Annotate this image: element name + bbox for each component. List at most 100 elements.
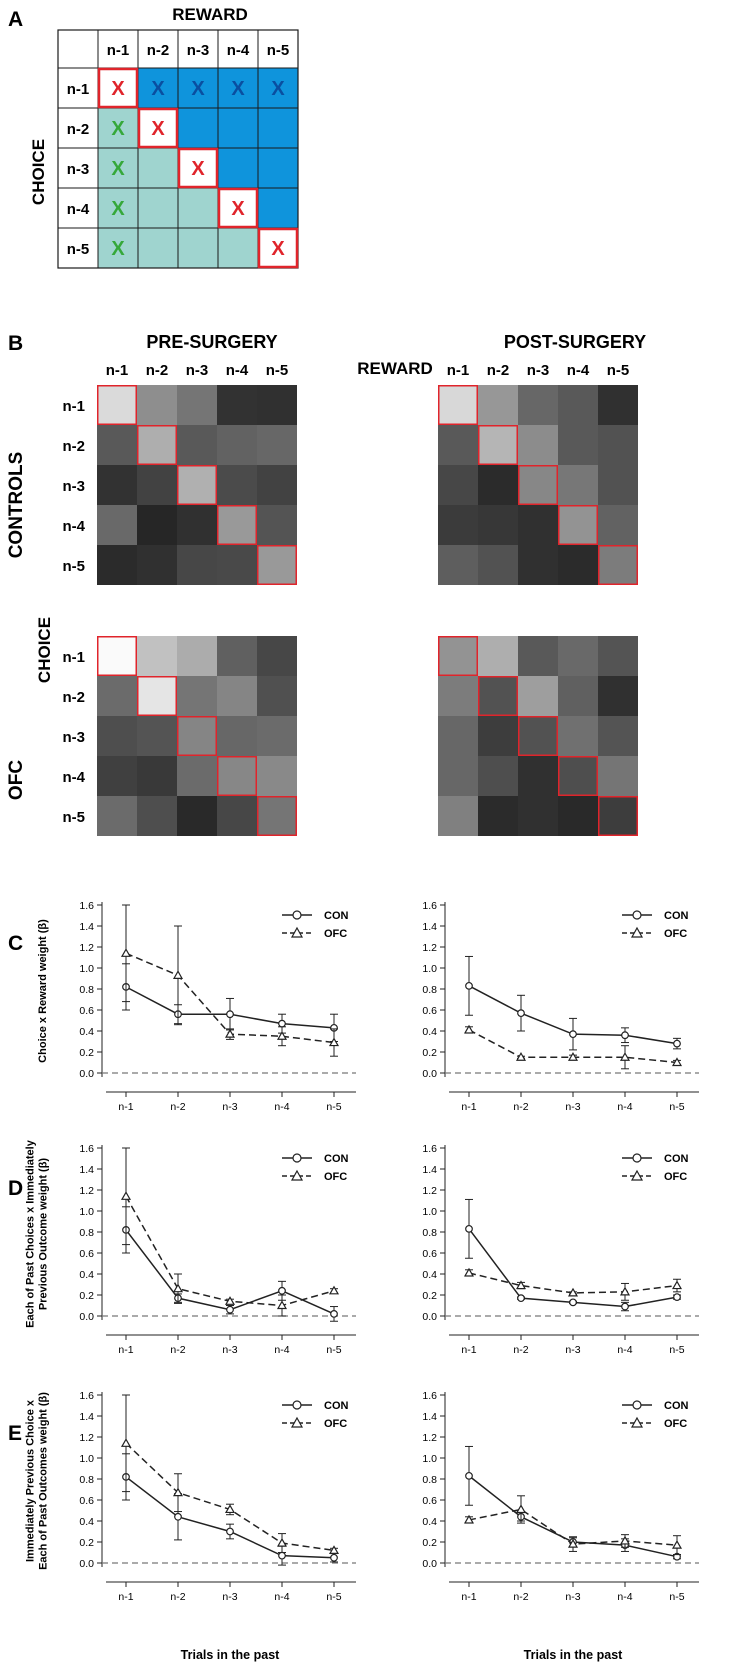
matrix-diagonal-outline (217, 187, 259, 229)
heatmap-cell (97, 505, 137, 545)
heatmap-cell (217, 636, 257, 676)
x-tick-label: n-2 (170, 1344, 185, 1356)
heatmap-diagonal-outline (478, 676, 518, 716)
legend-marker-ofc (290, 1169, 304, 1181)
matrix-row-label: n-3 (67, 161, 90, 178)
y-axis-title: Each of Past Choices x Immediately (25, 1139, 37, 1328)
x-tick-label: n-3 (222, 1344, 237, 1356)
matrix-cell (257, 107, 299, 149)
line-chart-d-pre: 0.0 0.2 0.4 0.6 0.8 1.0 1.2 1.4 1.6 n-1 n-2 n-3 n-4 n… (25, 1139, 356, 1356)
heatmap-diagonal-outline (257, 545, 297, 585)
series-line-ofc (125, 1195, 335, 1307)
heatmap-cell (478, 505, 518, 545)
heatmap-cell (518, 756, 558, 796)
matrix-x-mark: X (111, 198, 125, 220)
matrix-x-mark: X (191, 158, 205, 180)
legend-label-ofc: OFC (324, 1418, 347, 1430)
matrix-cell (257, 187, 299, 229)
y-tick-label: 0.4 (422, 1026, 437, 1038)
panel-letter-a: A (8, 8, 23, 31)
data-point-con (465, 1471, 473, 1480)
heatmap-cell (598, 545, 638, 585)
matrix-row-label: n-5 (67, 241, 90, 258)
heatmap-diagonal-outline (177, 716, 217, 756)
data-point-ofc (328, 1037, 340, 1047)
x-tick-label: n-5 (669, 1591, 684, 1603)
y-tick-label: 0.0 (79, 1068, 94, 1080)
matrix-col-label: n-4 (227, 42, 250, 59)
x-tick-label: n-5 (326, 1101, 341, 1113)
x-axis-title: Trials in the past (524, 1648, 623, 1662)
heatmap-diagonal-outline (217, 505, 257, 545)
heatmap-cell (217, 716, 257, 756)
matrix-x-mark: X (111, 238, 125, 260)
legend-label-ofc: OFC (324, 928, 347, 940)
heatmap-row-label: n-5 (63, 558, 86, 575)
legend-marker-ofc (630, 1169, 644, 1181)
legend-label-con: CON (324, 1153, 349, 1165)
heatmap-cell (257, 636, 297, 676)
heatmap-cell (97, 465, 137, 505)
x-tick-label: n-4 (617, 1101, 632, 1113)
data-point-con (330, 1309, 338, 1318)
y-tick-label: 0.8 (79, 1227, 94, 1239)
heatmap-diagonal-outline (558, 505, 598, 545)
heatmap-cell (137, 756, 177, 796)
y-tick-label: 1.2 (422, 1185, 437, 1197)
heatmap-cell (257, 465, 297, 505)
heatmap-cell (177, 756, 217, 796)
matrix-diagonal-outline (177, 147, 219, 189)
heatmap-cell (478, 676, 518, 716)
y-tick-label: 1.6 (79, 1390, 94, 1402)
heatmap-col-label: n-1 (447, 362, 470, 379)
heatmap-cell (177, 545, 217, 585)
data-point-ofc (120, 1191, 132, 1200)
y-tick-label: 0.4 (79, 1269, 94, 1281)
panel-b-reward-label: REWARD (357, 359, 433, 378)
heatmap-cell (137, 545, 177, 585)
y-tick-label: 0.6 (422, 1495, 437, 1507)
heatmap-cell (217, 465, 257, 505)
y-tick-label: 0.6 (422, 1005, 437, 1017)
heatmap-diagonal-outline (137, 425, 177, 465)
legend-marker-con (632, 1400, 642, 1410)
heatmap-cell (558, 716, 598, 756)
matrix-x-mark: X (111, 158, 125, 180)
x-tick-label: n-5 (669, 1101, 684, 1113)
line-chart-d-post: 0.0 0.2 0.4 0.6 0.8 1.0 1.2 1.4 1.6 n-1 n-2 n-3 n-4 n… (422, 1143, 699, 1356)
ofc-row-title: OFC (6, 760, 27, 800)
panel-a-reward-label: REWARD (172, 5, 248, 24)
heatmap-cell (137, 716, 177, 756)
data-point-ofc (463, 1514, 475, 1524)
line-chart-e-pre: 0.0 0.2 0.4 0.6 0.8 1.0 1.2 1.4 1.6 n-1 n-2 n-3 n-4 n… (25, 1390, 356, 1662)
data-point-con (278, 1551, 286, 1560)
heatmap-cell (518, 385, 558, 425)
y-tick-label: 0.6 (79, 1248, 94, 1260)
y-tick-label: 0.0 (422, 1311, 437, 1323)
data-point-con (673, 1293, 681, 1301)
x-tick-label: n-3 (222, 1591, 237, 1603)
matrix-cell (137, 187, 179, 229)
matrix-cell (97, 227, 139, 269)
y-tick-label: 1.0 (422, 1206, 437, 1218)
y-tick-label: 0.8 (79, 1474, 94, 1486)
data-point-con (517, 1009, 525, 1018)
x-tick-label: n-1 (118, 1344, 133, 1356)
data-point-ofc (567, 1538, 579, 1548)
panel-letter-d: D (8, 1177, 23, 1200)
data-point-ofc (328, 1285, 340, 1295)
matrix-row-label: n-1 (67, 81, 90, 98)
heatmap-cell (598, 796, 638, 836)
y-tick-label: 0.0 (79, 1311, 94, 1323)
heatmap-cell (217, 385, 257, 425)
x-tick-label: n-1 (461, 1101, 476, 1113)
legend-marker-con (632, 1153, 642, 1163)
y-tick-label: 1.6 (79, 1143, 94, 1155)
data-point-ofc (224, 1296, 236, 1305)
panel-a-choice-label: CHOICE (29, 139, 48, 205)
heatmap-row-label: n-4 (63, 769, 86, 786)
data-point-con (569, 1298, 577, 1307)
heatmap-diagonal-outline (518, 465, 558, 505)
heatmap-cell (518, 545, 558, 585)
y-tick-label: 1.4 (79, 1411, 94, 1423)
